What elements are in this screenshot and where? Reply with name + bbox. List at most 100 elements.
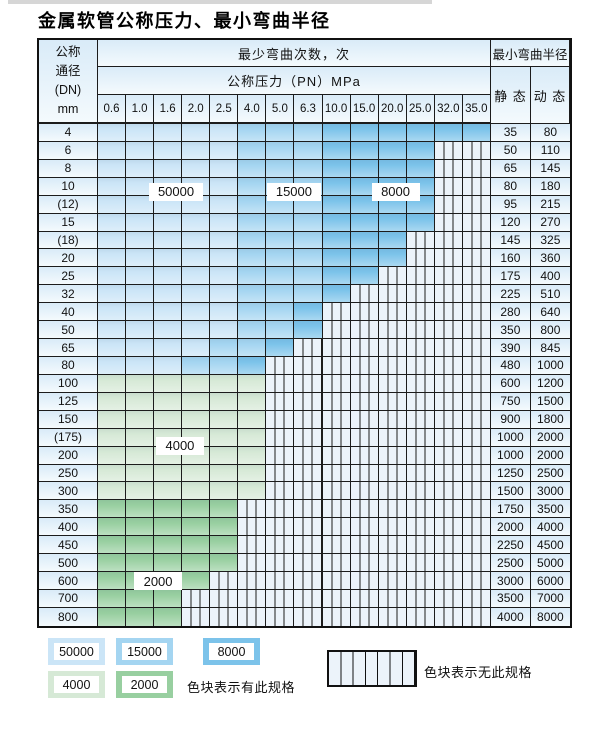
dn-cell: 250 — [39, 464, 98, 483]
no-spec-cell — [294, 536, 323, 555]
spec-cell-c50 — [98, 159, 127, 178]
spec-cell-c15 — [294, 159, 323, 178]
dn-cell: 600 — [39, 572, 98, 590]
spec-cell-c40 — [154, 410, 183, 429]
spec-cell-c15 — [294, 285, 323, 304]
spec-cell-c40 — [98, 392, 127, 411]
no-spec-cell — [350, 536, 379, 555]
spec-cell-c15 — [238, 339, 267, 357]
dynamic-radius-cell: 80 — [530, 124, 570, 142]
dynamic-radius-cell: 3500 — [530, 500, 570, 519]
no-spec-cell — [406, 518, 435, 537]
spec-cell-c40 — [154, 392, 183, 411]
no-spec-cell — [266, 482, 295, 501]
spec-cell-c50 — [182, 249, 211, 268]
no-spec-cell — [378, 339, 407, 357]
dn-header-line: 公称 — [55, 45, 81, 59]
no-spec-cell — [266, 410, 295, 429]
pressure-tick: 25.0 — [406, 95, 435, 124]
dynamic-radius-cell: 8000 — [530, 607, 570, 626]
spec-cell-c50 — [126, 213, 155, 232]
legend-swatch-value: 4000 — [54, 676, 99, 693]
table-row-dn-600: 600 3000 6000 — [39, 572, 570, 590]
no-spec-cell — [434, 500, 463, 519]
no-spec-cell — [406, 374, 435, 393]
spec-cell-c8 — [322, 213, 351, 232]
static-radius-cell: 480 — [490, 356, 531, 375]
dn-header-line: 通径 — [55, 64, 81, 78]
spec-cell-c50 — [126, 124, 155, 142]
no-spec-cell — [434, 482, 463, 501]
spec-cell-c15 — [266, 213, 295, 232]
no-spec-cell — [462, 392, 491, 411]
no-spec-cell — [350, 464, 379, 483]
no-spec-cell — [322, 589, 351, 608]
spec-cell-c20 — [210, 518, 239, 537]
table-row-dn-175: (175) 1000 2000 — [39, 428, 570, 447]
no-spec-cell — [350, 285, 379, 304]
pressure-tick: 15.0 — [350, 95, 379, 124]
spec-cell-c20 — [98, 536, 127, 555]
spec-cell-c40 — [182, 392, 211, 411]
spec-cell-c50 — [182, 159, 211, 178]
spec-cell-c50 — [126, 321, 155, 340]
no-spec-cell — [350, 392, 379, 411]
table-row-dn-6: 6 50 110 — [39, 141, 570, 160]
no-spec-cell — [350, 339, 379, 357]
no-spec-cell — [406, 356, 435, 375]
spec-cell-c8 — [378, 141, 407, 160]
spec-cell-c8 — [350, 159, 379, 178]
no-spec-cell — [378, 428, 407, 447]
spec-cell-c20 — [126, 554, 155, 573]
spec-cell-c50 — [126, 231, 155, 250]
no-spec-cell — [462, 589, 491, 608]
table-row-dn-350: 350 1750 3500 — [39, 500, 570, 519]
band-label-4000: 4000 — [155, 436, 204, 455]
spec-cell-c15 — [238, 231, 267, 250]
no-spec-cell — [462, 572, 491, 590]
no-spec-cell — [350, 446, 379, 465]
pressure-tick: 1.0 — [126, 95, 155, 124]
spec-cell-c15 — [238, 195, 267, 214]
no-spec-cell — [434, 446, 463, 465]
no-spec-cell — [294, 356, 323, 375]
dynamic-radius-cell: 1000 — [530, 356, 570, 375]
static-radius-cell: 280 — [490, 303, 531, 322]
dn-header-cell: 公称 通径 (DN) mm — [39, 40, 98, 124]
spec-cell-c20 — [98, 554, 127, 573]
no-spec-cell — [322, 446, 351, 465]
no-spec-cell — [434, 554, 463, 573]
no-spec-cell — [462, 195, 491, 214]
spec-cell-c40 — [182, 374, 211, 393]
spec-cell-c50 — [126, 249, 155, 268]
no-spec-cell — [406, 572, 435, 590]
no-spec-cell — [378, 482, 407, 501]
no-spec-cell — [462, 321, 491, 340]
spec-cell-c40 — [98, 410, 127, 429]
spec-cell-c15 — [238, 303, 267, 322]
spec-cell-c8 — [322, 231, 351, 250]
spec-cell-c15 — [266, 285, 295, 304]
static-radius-cell: 145 — [490, 231, 531, 250]
spec-cell-c20 — [98, 572, 127, 590]
no-spec-cell — [378, 410, 407, 429]
dn-cell: 500 — [39, 554, 98, 573]
no-spec-cell — [294, 482, 323, 501]
spec-cell-c50 — [154, 303, 183, 322]
spec-cell-c20 — [154, 554, 183, 573]
spec-cell-c15 — [238, 285, 267, 304]
no-spec-cell — [434, 195, 463, 214]
no-spec-cell — [462, 554, 491, 573]
spec-cell-c8 — [322, 177, 351, 196]
legend-note-no-spec: 色块表示无此规格 — [424, 665, 533, 680]
dn-cell: 800 — [39, 607, 98, 626]
spec-cell-c50 — [210, 231, 239, 250]
pressure-tick: 20.0 — [378, 95, 407, 124]
spec-cell-c50 — [182, 231, 211, 250]
spec-cell-c20 — [126, 500, 155, 519]
table-row-dn-32: 32 225 510 — [39, 285, 570, 304]
no-spec-cell — [294, 589, 323, 608]
no-spec-cell — [210, 572, 239, 590]
no-spec-cell — [434, 141, 463, 160]
static-radius-cell: 120 — [490, 213, 531, 232]
